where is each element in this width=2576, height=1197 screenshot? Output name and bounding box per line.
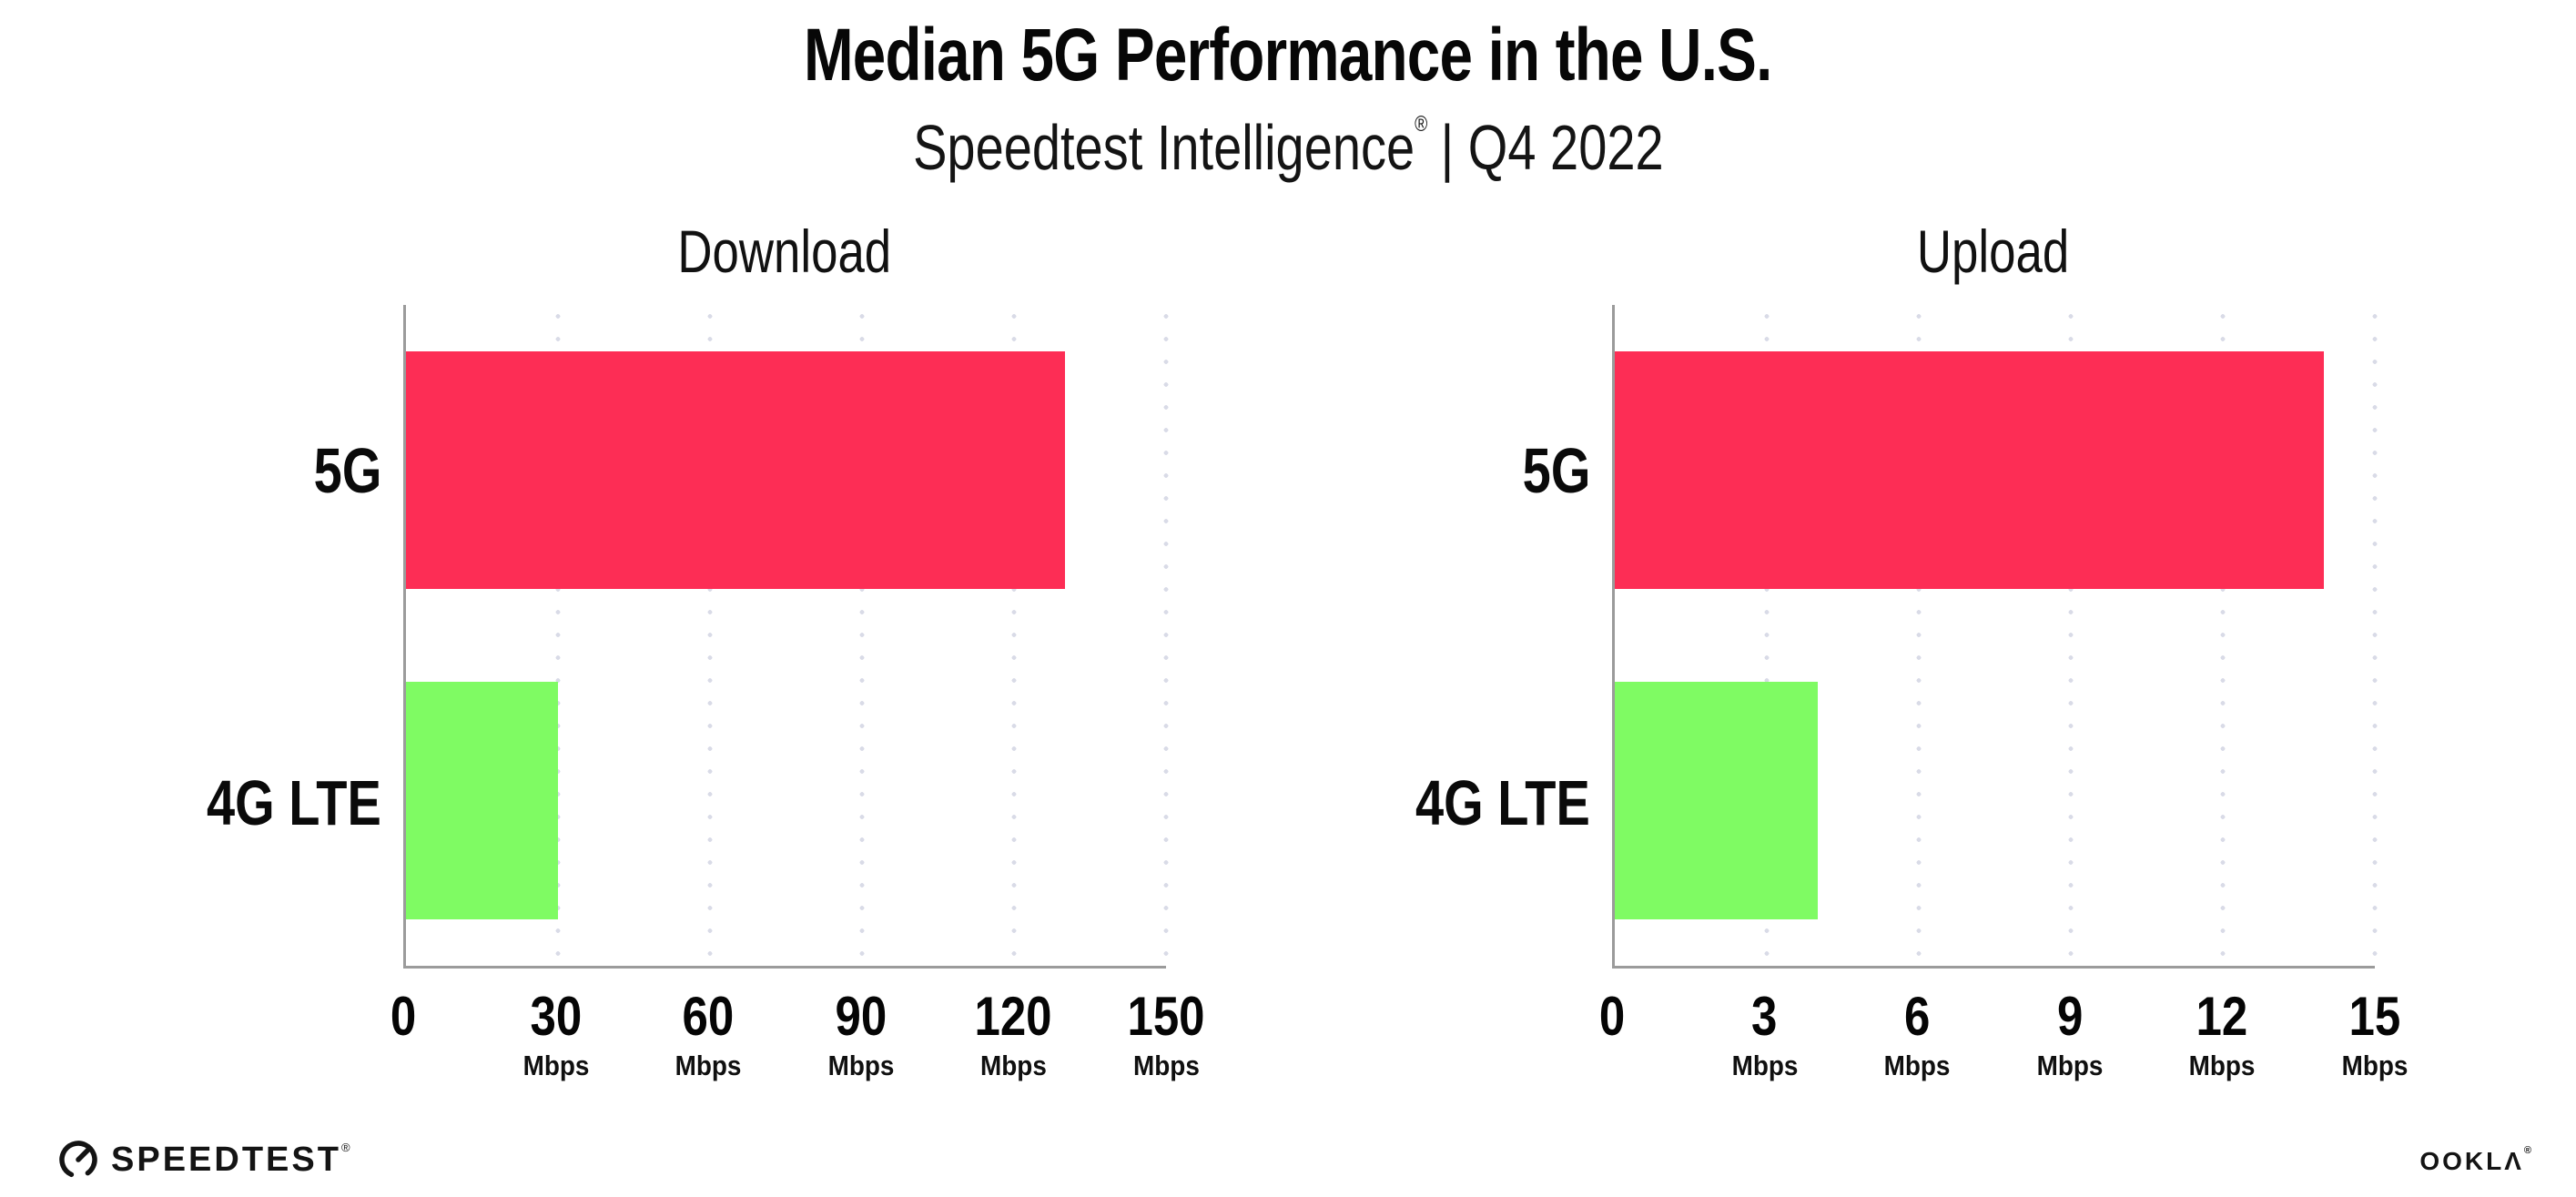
download-ylabel-5g: 5G <box>313 435 381 506</box>
bar-4g-lte-upload <box>1615 681 1818 920</box>
upload-gridline-6 <box>1916 305 1922 966</box>
upload-ylabel-5g: 5G <box>1522 435 1590 506</box>
ookla-logo: OOKLΛ® <box>2419 1144 2534 1176</box>
download-tick-150: 150 Mbps <box>1127 986 1205 1081</box>
download-tick-30: 30 Mbps <box>522 986 590 1081</box>
upload-tick-0: 0 <box>1598 986 1626 1047</box>
upload-gridline-15 <box>2372 305 2378 966</box>
ookla-registered-icon: ® <box>2523 1144 2534 1156</box>
bar-5g-upload <box>1615 350 2325 590</box>
upload-tick-9: 9 Mbps <box>2036 986 2104 1081</box>
page-title: Median 5G Performance in the U.S. <box>0 13 2576 98</box>
download-tick-120: 120 Mbps <box>974 986 1052 1081</box>
upload-plot-area <box>1612 305 2378 969</box>
download-gridline-90 <box>859 305 865 966</box>
download-x-axis-ticks: 0 30 Mbps 60 Mbps 90 Mbps 120 Mbps 150 M… <box>390 985 1205 1094</box>
speedtest-registered-icon: ® <box>340 1140 350 1154</box>
upload-tick-12: 12 Mbps <box>2188 986 2256 1081</box>
download-gridline-150 <box>1163 305 1169 966</box>
upload-tick-15: 15 Mbps <box>2341 986 2409 1081</box>
download-tick-0: 0 <box>390 986 417 1047</box>
upload-chart-title: Upload <box>1917 218 2070 285</box>
download-gridline-30 <box>555 305 561 966</box>
header: Median 5G Performance in the U.S. Speedt… <box>0 13 2576 184</box>
subtitle-period: | Q4 2022 <box>1440 112 1664 183</box>
download-tick-60: 60 Mbps <box>674 986 742 1081</box>
download-chart-title: Download <box>677 218 892 285</box>
speedtest-logo: SPEEDTEST ® <box>56 1138 350 1182</box>
footer: SPEEDTEST ® OOKLΛ® <box>0 1127 2576 1191</box>
bar-4g-lte-download <box>406 681 558 920</box>
upload-tick-6: 6 Mbps <box>1883 986 1951 1081</box>
download-tick-90: 90 Mbps <box>827 986 895 1081</box>
speedtest-gauge-icon <box>56 1138 100 1182</box>
upload-gridline-9 <box>2068 305 2074 966</box>
download-plot-area <box>403 305 1169 969</box>
speedtest-wordmark: SPEEDTEST <box>111 1140 341 1179</box>
upload-ylabel-4g-lte: 4G LTE <box>1415 767 1590 838</box>
registered-trademark-icon: ® <box>1414 111 1427 137</box>
page-subtitle: Speedtest Intelligence® | Q4 2022 <box>0 111 2576 184</box>
upload-gridline-3 <box>1764 305 1770 966</box>
ookla-wordmark: OOKLΛ <box>2419 1147 2524 1175</box>
page-title-text: Median 5G Performance in the U.S. <box>804 14 1772 96</box>
upload-gridline-12 <box>2220 305 2226 966</box>
upload-x-axis-ticks: 0 3 Mbps 6 Mbps 9 Mbps 12 Mbps 15 Mbps <box>1599 985 2409 1094</box>
subtitle-brand: Speedtest Intelligence <box>912 112 1415 183</box>
bar-5g-download <box>406 350 1065 590</box>
download-gridline-120 <box>1011 305 1017 966</box>
download-gridline-60 <box>707 305 713 966</box>
upload-tick-3: 3 Mbps <box>1731 986 1799 1081</box>
download-ylabel-4g-lte: 4G LTE <box>207 767 381 838</box>
